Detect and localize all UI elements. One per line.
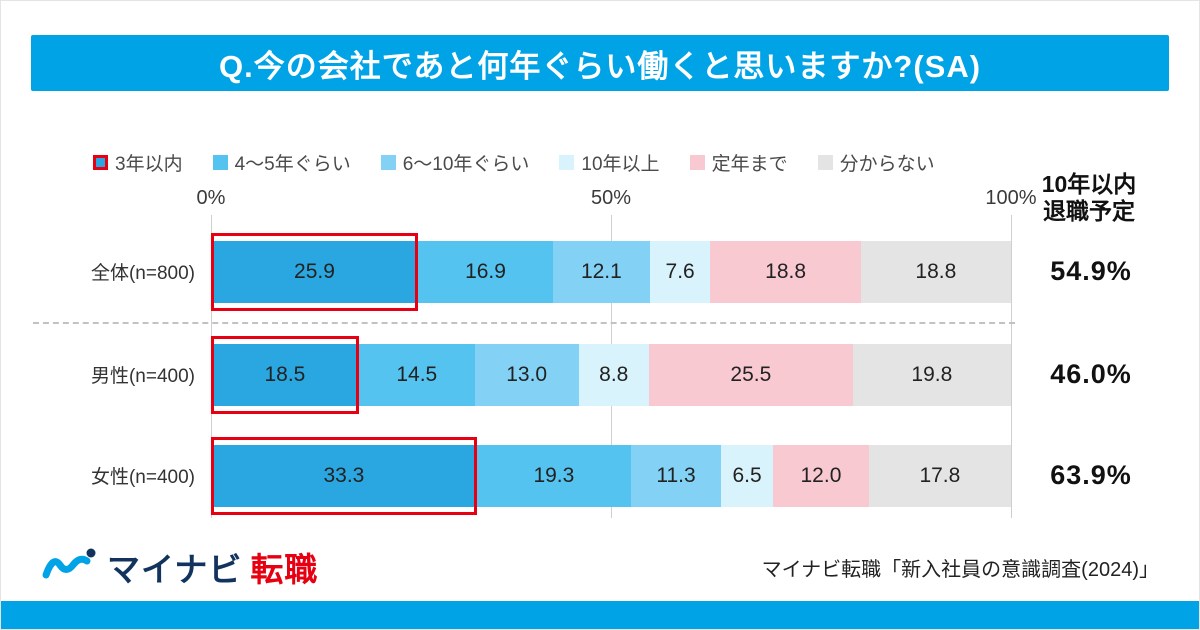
x-tick-50: 50% <box>590 187 632 209</box>
legend-swatch-icon <box>212 154 228 170</box>
bar-segment: 13.0 <box>474 343 579 406</box>
legend-label: 定年まで <box>711 153 788 175</box>
bar-track: 33.3 19.3 11.3 6.5 12.0 17.8 <box>211 436 1011 515</box>
bar-segment-value: 11.3 <box>656 463 696 487</box>
legend-item: 分からない <box>817 149 935 176</box>
legend-swatch-icon <box>93 154 108 170</box>
bar-segment: 16.9 <box>417 240 554 303</box>
logo-text: マイナビ <box>107 551 243 588</box>
right-column-header-line1: 10年以内 <box>1041 171 1137 197</box>
bar-segment: 6.5 <box>721 444 774 507</box>
chart-rows: 全体(n=800) 25.9 16.9 12.1 7.6 18.8 18.8 54.9% 男性(… <box>31 221 1169 526</box>
legend-item: 3年以内 <box>93 149 183 176</box>
legend-swatch-icon <box>817 154 833 170</box>
x-tick-0: 0% <box>196 187 226 209</box>
gridline-100 <box>1011 215 1012 518</box>
footer: マイナビ 転職 マイナビ転職「新入社員の意識調査(2024)」 <box>41 541 1159 593</box>
legend: 3年以内 4〜5年ぐらい 6〜10年ぐらい 10年以上 定年まで 分からない <box>93 149 1169 175</box>
bar-segment: 33.3 <box>211 444 477 507</box>
bar-segment-value: 14.5 <box>396 362 438 386</box>
bar-segment: 11.3 <box>630 444 722 507</box>
bar-segment: 14.5 <box>358 343 475 406</box>
row-label: 女性(n=400) <box>90 467 195 488</box>
right-column-header: 10年以内 退職予定 <box>1009 171 1169 225</box>
bar-segment-value: 17.8 <box>919 463 961 487</box>
legend-label: 6〜10年ぐらい <box>402 153 530 175</box>
bar-segment-value: 19.8 <box>911 362 953 386</box>
row-total: 63.9% <box>1050 460 1132 490</box>
bar-segment-value: 16.9 <box>465 259 506 283</box>
logo-suffix: 転職 <box>250 551 319 588</box>
bar-segment: 18.8 <box>710 240 861 303</box>
chart-row: 全体(n=800) 25.9 16.9 12.1 7.6 18.8 18.8 54.9% <box>31 221 1169 322</box>
bar-segment: 8.8 <box>578 343 649 406</box>
legend-swatch-icon <box>559 154 575 170</box>
row-total: 46.0% <box>1050 359 1132 389</box>
legend-label: 3年以内 <box>115 153 183 175</box>
bar-track: 18.5 14.5 13.0 8.8 25.5 19.8 <box>211 335 1011 414</box>
bar-segment-value: 19.3 <box>533 463 575 487</box>
bar-segment-value: 25.5 <box>730 362 772 386</box>
bar-segment-value: 7.6 <box>665 259 695 283</box>
bar-segment: 19.3 <box>476 444 631 507</box>
bar-segment: 18.8 <box>860 240 1011 303</box>
legend-label: 4〜5年ぐらい <box>234 153 351 175</box>
bar-segment-value: 13.0 <box>506 362 548 386</box>
chart-row: 女性(n=400) 33.3 19.3 11.3 6.5 12.0 17.8 63.9% <box>31 425 1169 526</box>
bar-segment-value: 18.5 <box>264 362 306 386</box>
bar-segment-value: 12.0 <box>800 463 842 487</box>
bar-segment-value: 18.8 <box>765 259 807 283</box>
source-citation: マイナビ転職「新入社員の意識調査(2024)」 <box>761 558 1159 581</box>
x-axis-ticks: 0% 50% 100% <box>197 187 1037 215</box>
bar-segment: 25.5 <box>648 343 853 406</box>
mynavi-wave-logo-icon <box>41 544 99 591</box>
legend-item: 4〜5年ぐらい <box>212 149 351 176</box>
legend-swatch-icon <box>380 154 396 170</box>
legend-item: 定年まで <box>689 149 788 176</box>
chart-row: 男性(n=400) 18.5 14.5 13.0 8.8 25.5 19.8 46.0% <box>31 324 1169 425</box>
mynavi-logo: マイナビ 転職 <box>41 543 318 591</box>
row-label: 男性(n=400) <box>90 366 195 387</box>
row-total: 54.9% <box>1050 256 1132 286</box>
legend-label: 分からない <box>839 153 935 175</box>
bar-segment: 12.1 <box>553 240 650 303</box>
bar-segment-value: 12.1 <box>580 259 622 283</box>
right-column-header-line2: 退職予定 <box>1043 198 1135 225</box>
bar-segment-value: 25.9 <box>294 259 335 283</box>
bar-segment-value: 8.8 <box>599 362 629 386</box>
bar-segment: 17.8 <box>868 444 1011 507</box>
bar-segment-value: 18.8 <box>915 259 957 283</box>
legend-swatch-icon <box>689 154 705 170</box>
bar-segment: 7.6 <box>649 240 711 303</box>
bar-segment: 18.5 <box>211 343 359 406</box>
bar-track: 25.9 16.9 12.1 7.6 18.8 18.8 <box>211 232 1011 311</box>
legend-item: 6〜10年ぐらい <box>380 149 530 176</box>
plot-area: 全体(n=800) 25.9 16.9 12.1 7.6 18.8 18.8 54.9% 男性(… <box>31 215 1169 526</box>
row-label: 全体(n=800) <box>90 263 195 284</box>
question-header: Q.今の会社であと何年ぐらい働くと思いますか?(SA) <box>31 35 1169 91</box>
bottom-accent-bar <box>1 601 1199 629</box>
x-tick-100: 100% <box>985 187 1037 209</box>
legend-label: 10年以上 <box>581 153 660 175</box>
stacked-bar-chart: 3年以内 4〜5年ぐらい 6〜10年ぐらい 10年以上 定年まで 分からない 10年以内 … <box>31 149 1169 526</box>
bar-segment-value: 6.5 <box>732 463 762 487</box>
x-axis: 0% 50% 100% <box>31 187 1169 215</box>
dashed-separator <box>33 322 1015 324</box>
question-title: Q.今の会社であと何年ぐらい働くと思いますか?(SA) <box>218 48 982 84</box>
bar-segment: 19.8 <box>852 343 1011 406</box>
bar-segment: 12.0 <box>773 444 869 507</box>
bar-segment-value: 33.3 <box>323 463 365 487</box>
legend-item: 10年以上 <box>559 149 660 176</box>
bar-segment: 25.9 <box>211 240 418 303</box>
